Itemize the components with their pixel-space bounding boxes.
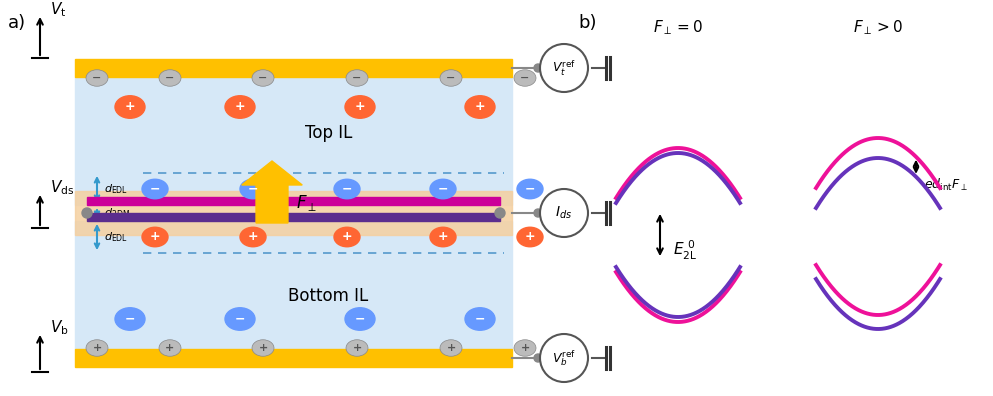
- Ellipse shape: [252, 70, 274, 86]
- Text: −: −: [150, 183, 160, 196]
- Text: +: +: [92, 343, 101, 353]
- Text: −: −: [258, 73, 268, 83]
- Ellipse shape: [345, 96, 375, 118]
- Text: $F_\perp$: $F_\perp$: [296, 193, 318, 213]
- Circle shape: [534, 209, 542, 217]
- Circle shape: [540, 189, 588, 237]
- Text: b): b): [578, 14, 597, 32]
- Text: +: +: [125, 101, 135, 114]
- Ellipse shape: [142, 179, 168, 199]
- Ellipse shape: [334, 179, 360, 199]
- Circle shape: [534, 354, 542, 362]
- Text: −: −: [342, 183, 353, 196]
- Text: $V_t^{\rm ref}$: $V_t^{\rm ref}$: [552, 58, 576, 78]
- Circle shape: [540, 334, 588, 382]
- Text: +: +: [353, 343, 361, 353]
- Text: $V_\mathrm{t}$: $V_\mathrm{t}$: [50, 1, 67, 19]
- Polygon shape: [241, 161, 302, 223]
- Bar: [75, 59, 512, 77]
- Text: $V_\mathrm{b}$: $V_\mathrm{b}$: [50, 319, 69, 337]
- Ellipse shape: [252, 340, 274, 356]
- Text: +: +: [342, 230, 353, 244]
- Text: $d_\mathrm{EDL}$: $d_\mathrm{EDL}$: [104, 182, 128, 196]
- Ellipse shape: [465, 96, 495, 118]
- Ellipse shape: [159, 70, 181, 86]
- Text: −: −: [446, 73, 456, 83]
- Circle shape: [540, 44, 588, 92]
- Ellipse shape: [115, 96, 145, 118]
- Bar: [75, 191, 512, 235]
- Ellipse shape: [465, 308, 495, 330]
- Text: +: +: [258, 343, 268, 353]
- Bar: [75, 349, 512, 367]
- Bar: [87, 197, 500, 205]
- Text: −: −: [355, 312, 365, 326]
- Ellipse shape: [514, 340, 536, 356]
- Text: +: +: [447, 343, 456, 353]
- Text: $I_{ds}$: $I_{ds}$: [555, 205, 573, 221]
- Ellipse shape: [440, 340, 462, 356]
- Text: +: +: [524, 230, 535, 244]
- Ellipse shape: [142, 227, 168, 247]
- Text: $d_\mathrm{EDL}$: $d_\mathrm{EDL}$: [104, 230, 128, 244]
- Text: +: +: [438, 230, 448, 244]
- Text: +: +: [355, 101, 365, 114]
- Bar: [75, 221, 512, 349]
- Circle shape: [82, 208, 92, 218]
- Text: −: −: [125, 312, 135, 326]
- Text: +: +: [247, 230, 258, 244]
- Text: −: −: [92, 73, 101, 83]
- Text: −: −: [165, 73, 175, 83]
- Ellipse shape: [346, 340, 368, 356]
- Text: −: −: [234, 312, 245, 326]
- Ellipse shape: [225, 96, 255, 118]
- Ellipse shape: [240, 179, 266, 199]
- Text: $V_b^{\rm ref}$: $V_b^{\rm ref}$: [552, 348, 576, 368]
- Text: a): a): [8, 14, 26, 32]
- Text: +: +: [234, 101, 245, 114]
- Text: −: −: [353, 73, 361, 83]
- Text: Bottom IL: Bottom IL: [288, 287, 368, 305]
- Ellipse shape: [440, 70, 462, 86]
- Text: $ed_{\rm int}F_\perp$: $ed_{\rm int}F_\perp$: [924, 177, 968, 193]
- Ellipse shape: [517, 227, 543, 247]
- Circle shape: [495, 208, 505, 218]
- Ellipse shape: [345, 308, 375, 330]
- Text: −: −: [247, 183, 258, 196]
- Bar: [75, 77, 512, 205]
- Text: $E_{2\rm L}^{\ 0}$: $E_{2\rm L}^{\ 0}$: [673, 238, 697, 262]
- Text: +: +: [166, 343, 175, 353]
- Ellipse shape: [430, 227, 456, 247]
- Ellipse shape: [240, 227, 266, 247]
- Text: $F_\perp > 0$: $F_\perp > 0$: [853, 19, 903, 37]
- Text: +: +: [475, 101, 486, 114]
- Text: $d_\mathrm{2DM}$: $d_\mathrm{2DM}$: [104, 206, 130, 220]
- Ellipse shape: [225, 308, 255, 330]
- Text: −: −: [438, 183, 448, 196]
- Text: −: −: [520, 73, 529, 83]
- Text: +: +: [150, 230, 160, 244]
- Ellipse shape: [346, 70, 368, 86]
- Ellipse shape: [514, 70, 536, 86]
- Ellipse shape: [115, 308, 145, 330]
- Ellipse shape: [334, 227, 360, 247]
- Text: +: +: [520, 343, 529, 353]
- Ellipse shape: [159, 340, 181, 356]
- Ellipse shape: [86, 340, 108, 356]
- Text: −: −: [475, 312, 486, 326]
- Text: $F_\perp = 0$: $F_\perp = 0$: [653, 19, 703, 37]
- Circle shape: [534, 64, 542, 72]
- Ellipse shape: [517, 179, 543, 199]
- Text: $V_\mathrm{ds}$: $V_\mathrm{ds}$: [50, 179, 74, 197]
- Text: −: −: [524, 183, 535, 196]
- Ellipse shape: [86, 70, 108, 86]
- Ellipse shape: [430, 179, 456, 199]
- Text: Top IL: Top IL: [305, 124, 353, 142]
- Bar: [87, 213, 500, 221]
